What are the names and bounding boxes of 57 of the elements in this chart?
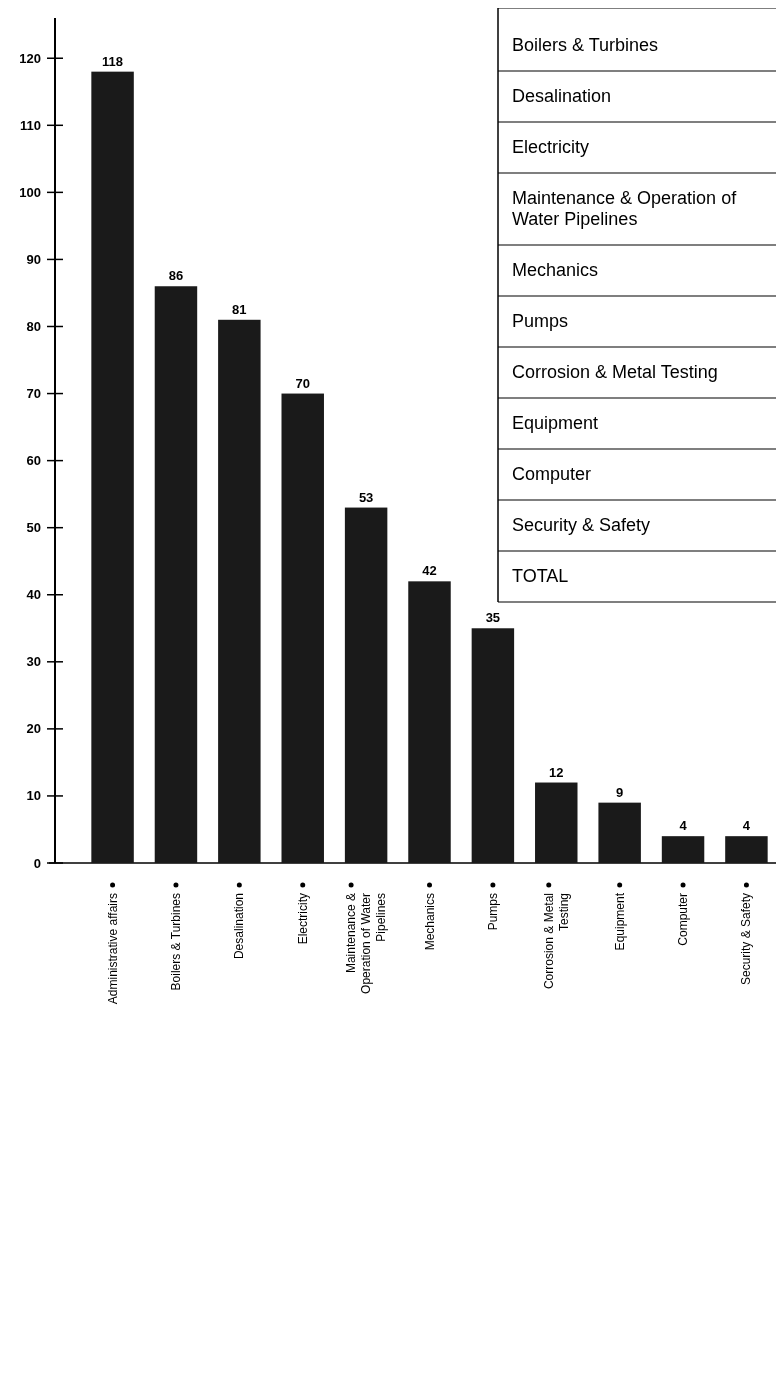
x-tick-label: Boilers & Turbines <box>168 893 183 991</box>
x-tick-label: Electricity <box>295 893 310 945</box>
bar <box>725 836 768 863</box>
annotation: Desalination <box>512 86 612 106</box>
y-tick-label: 0 <box>33 855 41 871</box>
bar <box>661 836 705 863</box>
y-tick-label: 10 <box>26 788 41 804</box>
annotation: Mechanics <box>512 260 599 280</box>
annotation: Pumps <box>512 311 569 331</box>
y-tick-label: 80 <box>26 319 41 335</box>
y-tick-label: 60 <box>26 453 41 469</box>
x-tick-label: Equipment <box>612 892 627 951</box>
x-tick-label: Mechanics <box>422 893 437 951</box>
bar <box>218 319 261 863</box>
y-tick-label: 50 <box>26 520 41 536</box>
y-tick-label: 20 <box>26 721 41 737</box>
y-tick-label: 30 <box>26 654 41 670</box>
bar <box>344 507 388 863</box>
bar <box>408 581 451 863</box>
data-label: 42 <box>422 563 437 579</box>
y-tick-label: 120 <box>19 50 41 66</box>
data-label: 118 <box>102 53 124 69</box>
annotation: Maintenance & Operation of Water Pipelines <box>512 188 738 229</box>
x-tick-label: Administrative affairs <box>105 893 120 1005</box>
data-label: 53 <box>358 489 374 505</box>
data-label: 4 <box>742 818 751 834</box>
bar <box>154 286 198 863</box>
bar <box>471 628 515 863</box>
y-tick-label: 70 <box>26 386 41 402</box>
data-label: 70 <box>295 375 310 391</box>
y-tick-label: 40 <box>26 587 41 603</box>
y-tick-label: 110 <box>20 117 41 133</box>
annotation: Boilers & Turbines <box>512 35 659 55</box>
data-label: 9 <box>616 784 624 800</box>
x-tick-label: Corrosion & Metal Testing <box>541 893 571 990</box>
annotation: Security & Safety <box>512 515 651 535</box>
x-tick-label: Computer <box>676 893 691 946</box>
annotation: Equipment <box>512 413 599 433</box>
bar <box>535 782 578 863</box>
annotation: Corrosion & Metal Testing <box>512 362 718 382</box>
data-label: 35 <box>485 610 501 626</box>
x-tick-label: Pumps <box>485 893 500 931</box>
y-tick-label: 100 <box>19 184 41 200</box>
data-label: 81 <box>232 301 247 317</box>
data-label: 12 <box>549 764 564 780</box>
bar <box>281 393 324 863</box>
bar <box>598 802 641 863</box>
data-label: 4 <box>679 818 688 834</box>
x-tick-label: Desalination <box>232 893 247 960</box>
bar <box>91 71 134 863</box>
annotation: TOTAL <box>512 566 569 586</box>
y-tick-label: 90 <box>26 251 41 267</box>
annotation: Electricity <box>512 137 590 157</box>
x-tick-label: Maintenance & Operation of Water Pipelines <box>344 893 389 994</box>
data-label: 86 <box>168 268 184 284</box>
annotation: Computer <box>512 464 592 484</box>
x-tick-label: Security & Safety <box>739 893 754 986</box>
